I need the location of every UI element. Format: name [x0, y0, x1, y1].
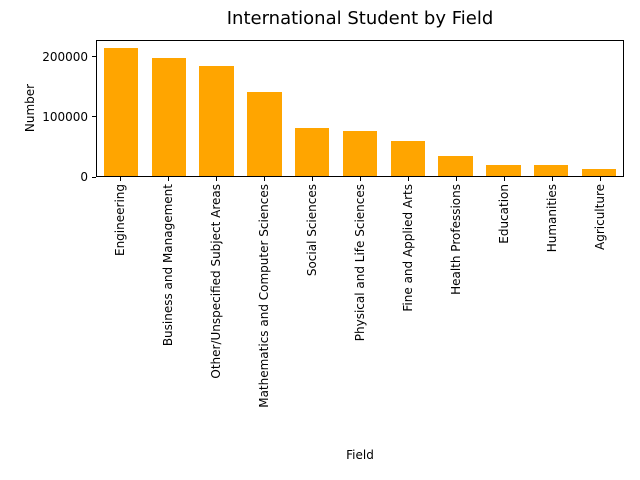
x-tick-mark: [119, 177, 121, 181]
x-tick-mark: [311, 177, 313, 181]
x-axis-label: Field: [346, 448, 374, 462]
x-tick-label: Business and Management: [161, 184, 175, 347]
x-tick-label: Engineering: [113, 184, 127, 256]
bar-slot: [193, 41, 241, 176]
bar-slot: [336, 41, 384, 176]
x-tick-mark: [503, 177, 505, 181]
x-tick-label: Other/Unspecified Subject Areas: [209, 184, 223, 379]
bar-slot: [384, 41, 432, 176]
bar-slot: [288, 41, 336, 176]
bar-slot: [432, 41, 480, 176]
bar-mathematics-and-computer-sciences: [247, 91, 282, 176]
x-tick-mark: [263, 177, 265, 181]
bar-other-unspecified-subject-areas: [199, 65, 234, 176]
x-tick-label-slot: Other/Unspecified Subject Areas: [192, 184, 240, 446]
x-tick-label-slot: Fine and Applied Arts: [384, 184, 432, 446]
bar-slot: [145, 41, 193, 176]
x-tick-mark: [167, 177, 169, 181]
x-tick-label: Physical and Life Sciences: [353, 184, 367, 342]
x-tick-label-slot: Humanities: [528, 184, 576, 446]
x-tick-label-slot: Physical and Life Sciences: [336, 184, 384, 446]
bar-slot: [240, 41, 288, 176]
y-tick-label: 200000: [42, 49, 88, 64]
y-tick-mark: [92, 176, 96, 178]
x-axis-tick-labels: Engineering Business and Management Other/…: [96, 184, 624, 446]
bars-container: [97, 41, 623, 176]
x-tick-label: Fine and Applied Arts: [401, 184, 415, 312]
y-tick-label: 100000: [42, 109, 88, 124]
bar-slot: [480, 41, 528, 176]
bar-fine-and-applied-arts: [390, 141, 425, 176]
bar-agriculture: [581, 168, 617, 176]
x-tick-label-slot: Mathematics and Computer Sciences: [240, 184, 288, 446]
bar-engineering: [103, 47, 139, 176]
chart-title: International Student by Field: [226, 8, 494, 29]
x-tick-label: Humanities: [545, 184, 559, 253]
bar-education: [486, 164, 521, 176]
x-tick-label: Mathematics and Computer Sciences: [257, 184, 271, 408]
bar-business-and-management: [151, 57, 186, 176]
bar-slot: [575, 41, 623, 176]
x-tick-mark: [407, 177, 409, 181]
x-tick-mark: [359, 177, 361, 181]
y-tick-label: 0: [80, 170, 88, 184]
x-tick-label: Agriculture: [593, 184, 607, 250]
y-tick-mark: [92, 116, 96, 118]
bar-slot: [97, 41, 145, 176]
bar-physical-and-life-sciences: [342, 131, 378, 176]
x-tick-mark: [215, 177, 217, 181]
bar-social-sciences: [294, 128, 330, 176]
x-tick-label-slot: Health Professions: [432, 184, 480, 446]
x-tick-mark: [599, 177, 601, 181]
y-axis-label: Number: [23, 83, 37, 133]
x-tick-label-slot: Social Sciences: [288, 184, 336, 446]
x-tick-label: Social Sciences: [305, 184, 319, 277]
y-tick-mark: [92, 56, 96, 58]
x-tick-label-slot: Business and Management: [144, 184, 192, 446]
x-tick-label-slot: Education: [480, 184, 528, 446]
x-tick-mark: [455, 177, 457, 181]
plot-area: [96, 40, 624, 177]
x-tick-label-slot: Agriculture: [576, 184, 624, 446]
bar-slot: [527, 41, 575, 176]
x-tick-mark: [551, 177, 553, 181]
bar-humanities: [534, 165, 569, 176]
x-tick-label-slot: Engineering: [96, 184, 144, 446]
x-tick-label: Education: [497, 184, 511, 244]
x-tick-label: Health Professions: [449, 184, 463, 295]
bar-health-professions: [438, 155, 473, 176]
